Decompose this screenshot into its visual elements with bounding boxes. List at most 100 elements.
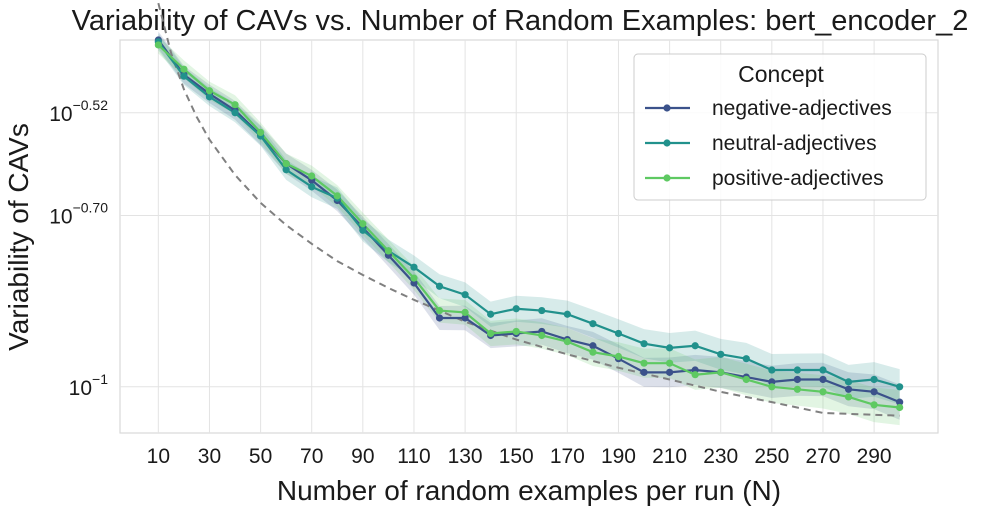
- x-axis-label: Number of random examples per run (N): [277, 475, 781, 506]
- x-tick-label: 230: [703, 445, 738, 468]
- series-point: [844, 393, 853, 401]
- chart-title: Variability of CAVs vs. Number of Random…: [72, 5, 969, 37]
- series-point: [435, 306, 444, 315]
- series-point: [538, 331, 546, 340]
- series-point: [410, 263, 418, 271]
- series-point: [742, 355, 750, 363]
- legend-items: negative-adjectives neutral-adjectives pos…: [645, 97, 892, 190]
- series-point: [180, 65, 188, 73]
- reference-curve: [157, 2, 900, 417]
- series-point: [793, 385, 802, 393]
- series-band: [158, 36, 900, 426]
- series-point: [563, 310, 571, 318]
- series-point: [896, 398, 904, 406]
- series-point: [461, 308, 469, 316]
- x-tick-label: 290: [857, 445, 892, 468]
- series-point: [870, 388, 878, 396]
- x-tick-label: 30: [198, 445, 221, 468]
- series-point: [691, 371, 699, 379]
- series-point: [896, 403, 904, 412]
- series-point: [665, 344, 674, 352]
- series-point: [205, 87, 214, 95]
- y-tick-label: 10−1: [69, 371, 109, 400]
- series-point: [819, 388, 827, 396]
- series-point: [359, 226, 367, 234]
- series-lines: [157, 39, 901, 409]
- series-point: [333, 192, 341, 200]
- series-point: [589, 342, 597, 350]
- series-point: [308, 172, 316, 180]
- series-point: [742, 375, 750, 384]
- series-point: [308, 183, 316, 191]
- series-point: [665, 359, 674, 367]
- series-point: [563, 337, 571, 346]
- series-point: [461, 291, 469, 299]
- series-line: [157, 41, 900, 388]
- x-tick-label: 270: [805, 445, 840, 468]
- series-point: [461, 314, 469, 322]
- x-tick-label: 110: [397, 445, 430, 468]
- legend-marker: [663, 174, 671, 182]
- series-point: [282, 166, 290, 174]
- series-point: [231, 109, 239, 117]
- series-point: [819, 375, 827, 384]
- series-point: [691, 342, 699, 350]
- series-point: [640, 359, 648, 367]
- x-tick-label: 130: [448, 445, 483, 468]
- legend-marker: [663, 139, 671, 147]
- series-point: [359, 220, 367, 228]
- legend-title: Concept: [738, 61, 824, 87]
- legend-label: neutral-adjectives: [712, 132, 877, 155]
- series-point: [410, 274, 418, 282]
- x-tick-label: 210: [652, 445, 687, 468]
- x-tick-label: 190: [601, 445, 636, 468]
- series-point: [589, 348, 597, 356]
- series-point: [205, 93, 214, 101]
- series-point: [768, 383, 776, 391]
- y-tick-labels: 10−0.52 10−0.70 10−1: [49, 97, 108, 400]
- x-tick-label: 90: [351, 445, 374, 468]
- series-point: [768, 366, 776, 374]
- series-point: [793, 366, 802, 374]
- series-point: [487, 310, 495, 318]
- legend-label: negative-adjectives: [712, 97, 892, 120]
- legend-marker: [663, 104, 671, 112]
- x-tick-label: 170: [550, 445, 585, 468]
- series-point: [819, 366, 827, 374]
- x-tick-labels: 10 30 50 70 90 110 130 150 170 190 210 230 250 270 290: [147, 445, 892, 468]
- series-point: [512, 305, 520, 313]
- series-markers: [154, 36, 904, 412]
- series-point: [896, 383, 904, 391]
- y-tick-label: 10−0.52: [49, 97, 108, 126]
- series-point: [589, 320, 597, 328]
- x-tick-label: 10: [147, 445, 170, 468]
- series-point: [717, 350, 725, 358]
- x-tick-label: 50: [249, 445, 272, 468]
- series-point: [844, 385, 853, 393]
- series-point: [640, 340, 648, 348]
- reference-line: [157, 2, 900, 417]
- series-point: [614, 352, 623, 361]
- series-point: [487, 329, 495, 338]
- series-point: [640, 368, 648, 376]
- legend: Concept negative-adjectives neutral-adjec…: [633, 53, 927, 201]
- series-point: [870, 375, 878, 384]
- y-axis-label: Variability of CAVs: [3, 123, 34, 351]
- series-point: [435, 282, 444, 290]
- series-point: [717, 368, 725, 376]
- series-point: [180, 72, 188, 80]
- series-point: [256, 128, 265, 137]
- x-tick-label: 70: [300, 445, 323, 468]
- series-point: [538, 306, 546, 315]
- series-point: [614, 329, 623, 338]
- series-point: [793, 375, 802, 384]
- series-point: [844, 378, 853, 386]
- legend-box: [633, 53, 927, 201]
- series-line: [157, 44, 900, 409]
- series-point: [870, 401, 878, 409]
- x-tick-label: 150: [499, 445, 534, 468]
- series-point: [665, 368, 674, 376]
- series-point: [154, 41, 162, 49]
- series-point: [282, 160, 290, 168]
